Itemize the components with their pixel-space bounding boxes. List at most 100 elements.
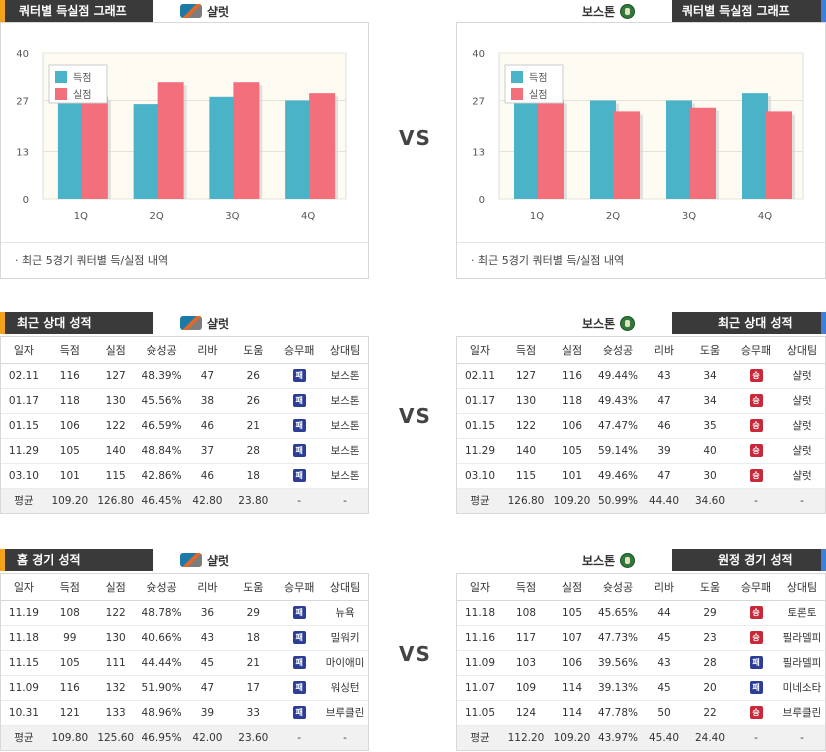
legend-allowed-swatch [511,88,523,100]
table-cell: 140 [92,438,139,464]
average-cell: 평균 [457,488,503,513]
table-cell: 17 [230,675,277,701]
column-header: 상대팀 [322,574,368,601]
table-cell: 45.65% [595,600,641,626]
column-header: 리바 [184,574,231,601]
column-header: 도움 [687,337,733,364]
table-row: 01.17 118 130 45.56% 38 26 패 보스톤 [1,388,368,414]
average-cell: 126.80 [92,488,139,513]
home-team-label: 샬럿 [180,2,229,20]
opponent-cell: 뉴욕 [322,600,368,626]
opponent-cell: 보스톤 [322,463,368,489]
win-badge: 승 [749,631,763,644]
table-row: 11.07 109 114 39.13% 45 20 패 미네소타 [457,675,825,701]
table-header-row: 일자 득점 실점 슛성공 리바 도움 승무패 상대팀 [1,337,368,364]
away-team-label: 보스톤 [582,551,636,569]
hornets-logo-icon [180,316,202,330]
table-cell: 11.05 [457,700,503,726]
column-header: 승무패 [733,574,779,601]
home-team-label: 샬럿 [180,551,229,569]
column-header: 득점 [503,574,549,601]
away-chart-note: · 최근 5경기 쿼터별 득/실점 내역 [457,242,825,278]
average-cell: 45.40 [641,725,687,750]
average-cell: 112.20 [503,725,549,750]
win-badge: 승 [749,706,763,719]
average-cell: 46.45% [138,488,185,513]
table-cell: 101 [46,463,93,489]
table-cell: 130 [503,388,549,414]
table-cell: 47 [641,388,687,414]
table-cell: 116 [46,675,93,701]
header-accent [821,0,826,22]
table-cell: 11.15 [1,650,47,676]
average-cell: - [276,488,323,513]
table-cell: 36 [184,600,231,626]
celtics-logo-icon [620,552,636,568]
column-header: 실점 [92,337,139,364]
table-cell: 105 [46,438,93,464]
table-cell: 35 [687,413,733,439]
opponent-cell: 브루클린 [779,700,825,726]
x-tick-label: 4Q [301,211,315,222]
table-cell: 45 [641,675,687,701]
opponent-cell: 샬럿 [779,438,825,464]
away-games-title: 원정 경기 성적 [672,549,821,571]
average-cell: - [779,488,825,513]
table-cell: 33 [230,700,277,726]
average-row: 평균 109.20 126.80 46.45% 42.80 23.80- - [1,488,368,513]
table-cell: 45.56% [138,388,185,414]
average-cell: 34.60 [687,488,733,513]
allowed-bar [81,96,108,199]
column-header: 승무패 [733,337,779,364]
home-team-name: 샬럿 [207,316,230,331]
table-header-row: 일자 득점 실점 슛성공 리바 도움 승무패 상대팀 [457,574,825,601]
table-cell: 105 [549,438,595,464]
table-cell: 47 [184,363,231,389]
legend-allowed-swatch [55,88,67,100]
table-header-row: 일자 득점 실점 슛성공 리바 도움 승무패 상대팀 [457,337,825,364]
table-cell: 106 [46,413,93,439]
away-team-name: 보스톤 [582,4,616,19]
y-tick-label: 13 [472,148,485,159]
score-bar [742,93,768,199]
legend-label: 득점 [73,72,91,84]
column-header: 도움 [687,574,733,601]
table-cell: 38 [184,388,231,414]
result-cell: 패 [276,600,323,626]
result-cell: 승 [733,700,779,726]
average-cell: 46.95% [138,725,185,750]
opponent-cell: 보스톤 [322,413,368,439]
average-row: 평균 112.20 109.20 43.97% 45.40 24.40- - [457,725,825,750]
stats-table: 일자 득점 실점 슛성공 리바 도움 승무패 상대팀 11.18 108 105 45.65% 44 2… [457,574,825,750]
table-cell: 47 [184,675,231,701]
table-cell: 47.47% [595,413,641,439]
table-cell: 46 [641,413,687,439]
table-cell: 11.09 [457,650,503,676]
home-team-label: 샬럿 [180,314,229,332]
home-team-name: 샬럿 [207,4,230,19]
column-header: 도움 [230,574,277,601]
header-accent [821,549,826,571]
column-header: 일자 [457,574,503,601]
column-header: 일자 [1,574,47,601]
table-row: 11.29 140 105 59.14% 39 40 승 샬럿 [457,438,825,464]
table-cell: 108 [503,600,549,626]
table-cell: 39 [184,700,231,726]
table-cell: 11.29 [457,438,503,464]
table-cell: 48.84% [138,438,185,464]
win-badge: 승 [749,606,763,619]
opponent-cell: 필라델피 [779,650,825,676]
opponent-cell: 밀워키 [322,625,368,651]
column-header: 득점 [46,574,93,601]
column-header: 승무패 [276,574,323,601]
table-row: 03.10 101 115 42.86% 46 18 패 보스톤 [1,463,368,489]
table-cell: 106 [549,650,595,676]
table-row: 11.09 103 106 39.56% 43 28 패 필라델피 [457,650,825,676]
table-cell: 28 [230,438,277,464]
table-cell: 01.15 [457,413,503,439]
table-row: 01.17 130 118 49.43% 47 34 승 샬럿 [457,388,825,414]
table-cell: 34 [687,363,733,389]
table-cell: 106 [549,413,595,439]
table-row: 11.09 116 132 51.90% 47 17 패 워싱턴 [1,675,368,701]
